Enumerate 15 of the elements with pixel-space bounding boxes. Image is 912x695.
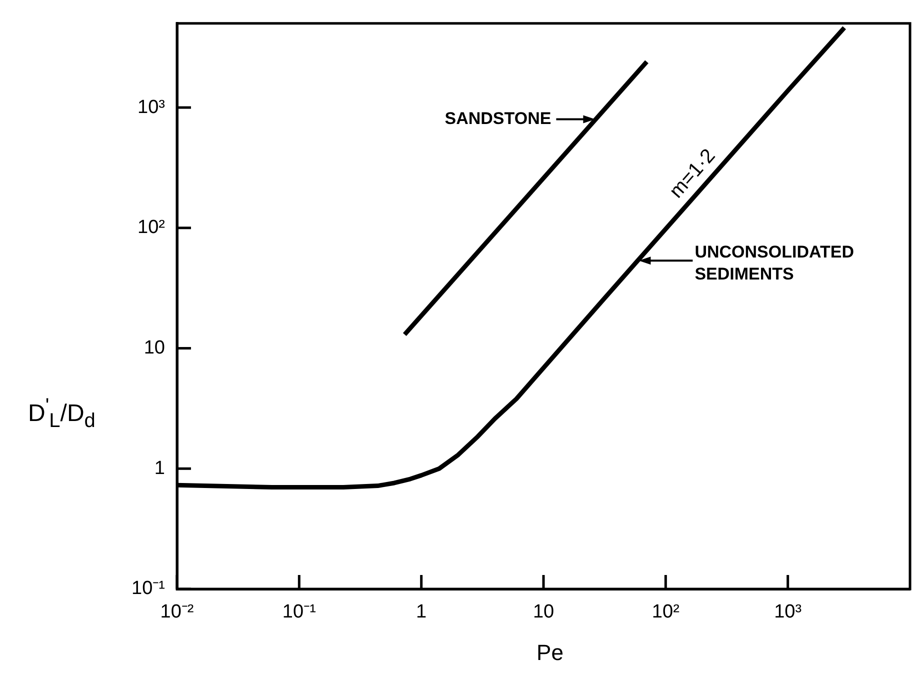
y-tick-label: 1	[154, 458, 165, 479]
y-tick-label: 10²	[138, 217, 165, 238]
annotation: UNCONSOLIDATED SEDIMENTS	[694, 242, 854, 284]
x-tick-label: 10⁻²	[160, 602, 194, 623]
x-tick-label: 1	[416, 602, 427, 623]
y-axis-title: D$^{'}$$_{L}$/D$_{d}$	[28, 395, 96, 433]
y-tick-label: 10⁻¹	[132, 578, 165, 600]
x-tick-label: 10³	[774, 602, 802, 623]
x-tick-label: 10²	[652, 602, 680, 623]
x-tick-label: 10	[532, 602, 554, 623]
y-tick-label: 10	[144, 338, 165, 358]
x-tick-label: 10⁻¹	[282, 602, 316, 623]
annotation: SANDSTONE	[444, 108, 552, 128]
y-tick-label: 10³	[138, 96, 165, 118]
x-axis-title: Pe	[536, 640, 564, 666]
